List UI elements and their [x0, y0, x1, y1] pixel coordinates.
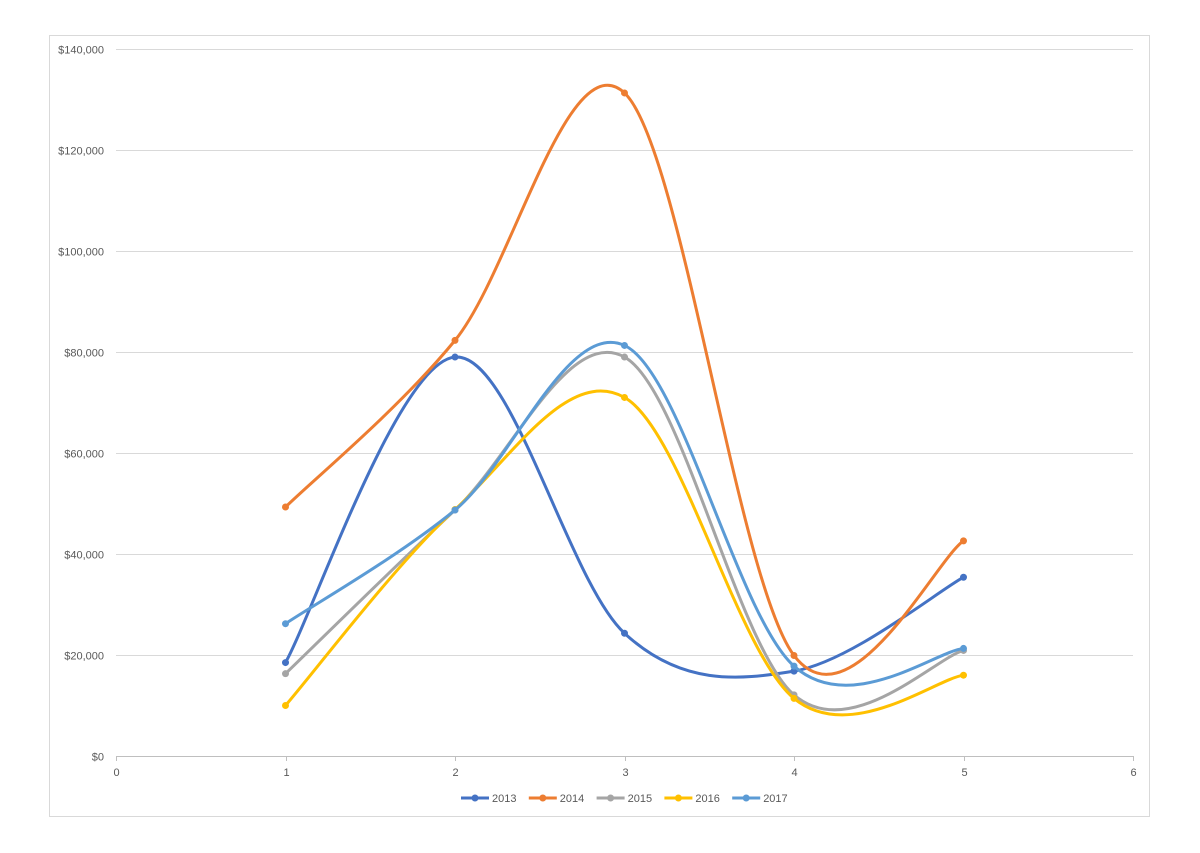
data-point: [621, 89, 628, 97]
data-point: [621, 353, 628, 361]
legend-label: 2014: [560, 793, 584, 805]
series-2014: [282, 83, 967, 676]
data-point: [451, 353, 459, 361]
series-line: [284, 355, 965, 679]
series-line: [284, 83, 965, 676]
x-tick-label: 1: [283, 767, 289, 779]
series-2013: [282, 353, 967, 679]
x-tick-label: 6: [1130, 767, 1136, 779]
data-point: [282, 503, 289, 511]
series-line: [284, 389, 965, 717]
legend-swatch-marker: [539, 794, 547, 802]
legend-item-2017: 2017: [732, 793, 788, 805]
y-tick-label: $100,000: [58, 247, 104, 259]
legend-swatch-marker: [742, 794, 750, 802]
data-point: [282, 620, 289, 628]
data-point: [790, 662, 798, 670]
data-point: [282, 659, 289, 667]
x-tick-label: 5: [961, 767, 967, 779]
axes: $0 $20,000 $40,000 $60,000 $80,000 $100,000 $1…: [58, 45, 1136, 780]
data-point: [960, 644, 967, 652]
y-tick-label: $140,000: [58, 45, 104, 57]
chart-area: $0 $20,000 $40,000 $60,000 $80,000 $100,000 $1…: [49, 35, 1150, 817]
y-tick-label: $60,000: [64, 449, 104, 461]
data-point: [790, 694, 798, 702]
legend-label: 2016: [695, 793, 719, 805]
data-point: [451, 336, 459, 344]
y-tick-label: $0: [92, 752, 104, 764]
legend-swatch-marker: [674, 794, 682, 802]
x-tick-label: 2: [452, 767, 458, 779]
data-point: [282, 670, 289, 678]
line-chart: $0 $20,000 $40,000 $60,000 $80,000 $100,000 $1…: [58, 45, 1136, 806]
legend-item-2014: 2014: [528, 793, 584, 805]
data-point: [960, 671, 967, 679]
x-tick-label: 3: [622, 767, 628, 779]
legend-item-2013: 2013: [461, 793, 516, 805]
legend-swatch-marker: [471, 794, 479, 802]
legend: 2013 2014 2015 2016 2017: [461, 793, 788, 805]
y-tick-label: $120,000: [58, 146, 104, 158]
series-2017: [282, 341, 967, 687]
legend-label: 2013: [492, 793, 516, 805]
data-point: [621, 629, 628, 637]
data-point: [960, 537, 967, 545]
series-line: [284, 351, 965, 712]
y-tick-label: $80,000: [64, 348, 104, 360]
data-point: [790, 652, 798, 659]
y-tick-label: $40,000: [64, 550, 104, 562]
legend-label: 2015: [628, 793, 652, 805]
data-point: [621, 341, 628, 349]
legend-swatch-marker: [607, 794, 615, 802]
data-point: [960, 573, 967, 581]
data-point: [451, 506, 459, 514]
y-tick-label: $20,000: [64, 651, 104, 663]
x-tick-label: 4: [791, 767, 797, 779]
legend-item-2016: 2016: [664, 793, 720, 805]
data-point: [282, 702, 289, 709]
x-tick-label: 0: [113, 767, 119, 779]
data-point: [621, 393, 628, 401]
legend-item-2015: 2015: [596, 793, 652, 805]
legend-label: 2017: [763, 793, 787, 805]
series-group: [282, 83, 967, 717]
gridlines: [116, 49, 1133, 656]
